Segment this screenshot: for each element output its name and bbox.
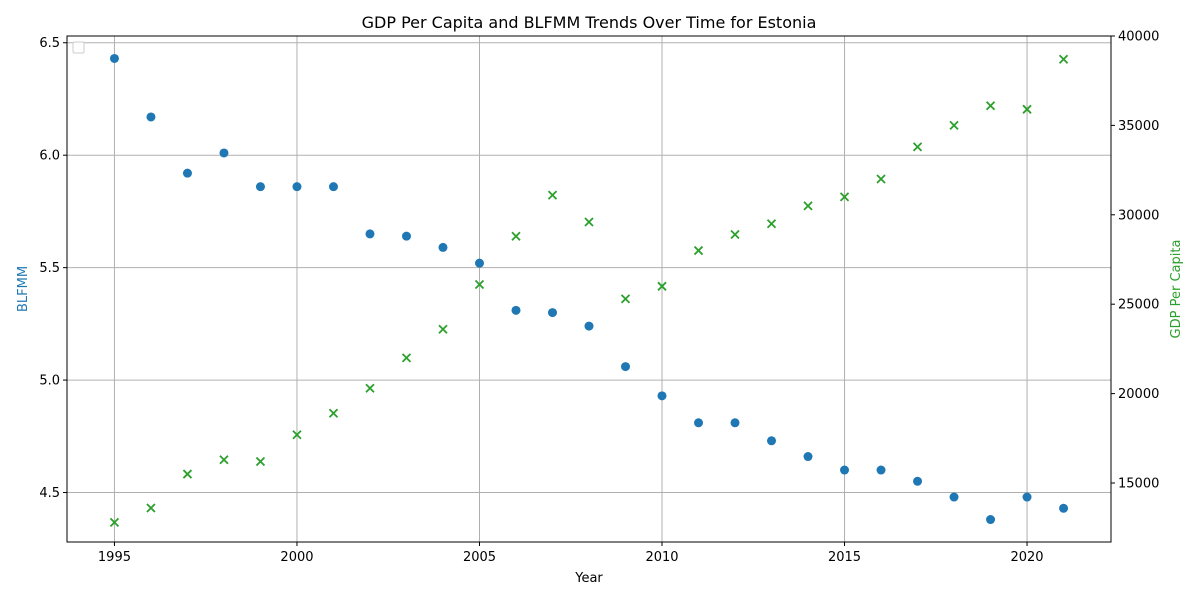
blfmm-point — [547, 308, 557, 318]
gdp-point — [547, 190, 558, 200]
gdp-point — [292, 430, 302, 440]
gdp-point — [876, 174, 886, 184]
x-tick-label: 2015 — [828, 550, 861, 565]
y-right-tick-label: 40000 — [1118, 30, 1159, 45]
blfmm-point — [438, 242, 448, 252]
blfmm-point — [876, 465, 886, 475]
blfmm-point — [1022, 492, 1032, 502]
blfmm-point — [511, 305, 521, 315]
gdp-point — [182, 469, 193, 479]
gdp-point — [219, 455, 229, 465]
y-right-tick-label: 35000 — [1118, 119, 1159, 134]
gdp-point — [146, 503, 156, 513]
blfmm-point — [803, 452, 813, 462]
y-axis-right-label: GDP Per Capita — [1169, 240, 1184, 339]
gdp-point — [803, 201, 813, 211]
blfmm-point — [767, 436, 777, 446]
blfmm-point — [986, 515, 996, 525]
blfmm-point — [730, 418, 740, 428]
blfmm-point — [255, 182, 265, 192]
plot-frame — [66, 35, 1112, 543]
gdp-point — [839, 192, 850, 202]
x-axis: 1995 2000 2005 2010 2015 2020 — [98, 542, 1044, 565]
blfmm-point — [328, 182, 338, 192]
y-right-tick-label: 30000 — [1118, 208, 1159, 223]
x-tick-label: 2010 — [645, 550, 678, 565]
y-right-tick-label: 15000 — [1118, 476, 1159, 491]
x-tick-label: 2005 — [463, 550, 496, 565]
gdp-point — [328, 408, 339, 418]
series-gdp-per-capita — [109, 54, 1069, 527]
blfmm-point — [474, 258, 484, 268]
y-right-tick-label: 20000 — [1118, 387, 1159, 402]
gdp-point — [657, 281, 667, 291]
gdp-point — [365, 383, 375, 393]
legend-box — [72, 41, 85, 54]
blfmm-point — [146, 112, 156, 122]
gdp-point — [255, 456, 266, 467]
gdp-point — [1058, 54, 1069, 64]
gdp-point — [949, 120, 959, 131]
y-axis-left: 4.5 5.0 5.5 6.0 6.5 — [39, 36, 67, 501]
y-left-tick-label: 5.0 — [39, 374, 60, 389]
blfmm-point — [365, 229, 375, 239]
blfmm-point — [401, 231, 411, 241]
gdp-point — [109, 517, 120, 527]
grid — [67, 36, 1111, 542]
gdp-point — [730, 229, 740, 240]
blfmm-point — [621, 362, 631, 372]
y-left-tick-label: 6.5 — [39, 36, 60, 51]
gdp-point — [693, 245, 704, 256]
gdp-point — [985, 101, 996, 111]
blfmm-point — [913, 476, 923, 486]
series-blfmm — [109, 53, 1069, 525]
gdp-point — [401, 353, 412, 363]
chart-title: GDP Per Capita and BLFMM Trends Over Tim… — [362, 13, 817, 32]
x-tick-label: 1995 — [98, 550, 131, 565]
blfmm-point — [219, 148, 229, 158]
gdp-point — [438, 324, 448, 334]
y-left-tick-label: 4.5 — [39, 486, 60, 501]
gdp-point — [912, 142, 923, 152]
blfmm-point — [694, 418, 704, 428]
blfmm-point — [840, 465, 850, 475]
gdp-point — [766, 219, 777, 229]
blfmm-point — [949, 492, 959, 502]
gdp-point — [511, 231, 521, 241]
x-tick-label: 2000 — [280, 550, 313, 565]
y-axis-right: 15000 20000 25000 30000 35000 40000 — [1111, 30, 1159, 491]
y-right-tick-label: 25000 — [1118, 298, 1159, 313]
y-axis-left-label: BLFMM — [16, 266, 31, 312]
blfmm-point — [292, 182, 302, 192]
y-left-tick-label: 5.5 — [39, 261, 60, 276]
y-left-tick-label: 6.0 — [39, 149, 60, 164]
gdp-point — [474, 279, 485, 290]
x-tick-label: 2020 — [1010, 550, 1043, 565]
gdp-point — [620, 294, 631, 304]
blfmm-point — [657, 391, 667, 401]
blfmm-point — [1059, 503, 1069, 513]
gdp-point — [584, 217, 594, 227]
blfmm-point — [182, 168, 192, 178]
blfmm-point — [109, 53, 119, 63]
gdp-point — [1022, 104, 1032, 114]
blfmm-point — [584, 321, 594, 331]
x-axis-label: Year — [574, 571, 603, 586]
